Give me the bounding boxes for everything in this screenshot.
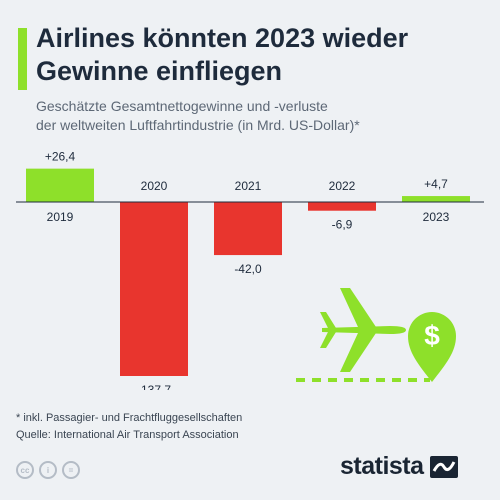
page-subtitle: Geschätzte Gesamtnettogewinne und -verlu… bbox=[36, 97, 486, 135]
value-label-2023: +4,7 bbox=[424, 177, 448, 191]
cc-attribution-icon[interactable]: i bbox=[39, 461, 57, 479]
value-label-2020: -137,7 bbox=[137, 383, 171, 390]
category-label-2020: 2020 bbox=[141, 179, 168, 193]
bar-2023 bbox=[402, 196, 470, 202]
bar-chart: +26,4 2019 2020 -137,7 2021 -42,0 2022 -6,9 +4,7… bbox=[16, 150, 484, 390]
value-label-2019: +26,4 bbox=[45, 150, 76, 164]
brand-name: statista bbox=[340, 452, 424, 480]
bar-2020 bbox=[120, 202, 188, 376]
bar-2019 bbox=[26, 168, 94, 202]
statista-brand[interactable]: statista bbox=[340, 452, 458, 481]
labels-layer: +26,4 2019 2020 -137,7 2021 -42,0 2022 -6,9 +4,7… bbox=[45, 150, 450, 390]
subtitle-line-1: Geschätzte Gesamtnettogewinne und -verlu… bbox=[36, 98, 328, 114]
bar-2022 bbox=[308, 202, 376, 211]
cc-noderivs-icon[interactable]: = bbox=[62, 461, 80, 479]
title-line-2: Gewinne einfliegen bbox=[36, 56, 283, 86]
title-line-1: Airlines könnten 2023 wieder bbox=[36, 23, 409, 53]
page-title: Airlines könnten 2023 wieder Gewinne ein… bbox=[36, 22, 486, 88]
footnote: * inkl. Passagier- und Frachtfluggesells… bbox=[16, 410, 476, 444]
svg-text:$: $ bbox=[424, 320, 440, 351]
value-label-2022: -6,9 bbox=[332, 218, 353, 232]
footnote-source: Quelle: International Air Transport Asso… bbox=[16, 429, 239, 441]
category-label-2022: 2022 bbox=[329, 179, 356, 193]
title-accent-bar bbox=[18, 28, 27, 90]
bars-layer bbox=[26, 168, 470, 376]
cc-license-icons: cc i = bbox=[16, 461, 80, 479]
statista-logo-icon bbox=[429, 455, 458, 478]
category-label-2019: 2019 bbox=[47, 210, 74, 224]
bar-2021 bbox=[214, 202, 282, 256]
category-label-2023: 2023 bbox=[423, 210, 450, 224]
category-label-2021: 2021 bbox=[235, 179, 262, 193]
airplane-icon bbox=[320, 288, 406, 372]
cc-license-icon[interactable]: cc bbox=[16, 461, 34, 479]
dollar-pin-icon: $ bbox=[408, 312, 456, 382]
value-label-2021: -42,0 bbox=[234, 262, 262, 276]
footnote-note: * inkl. Passagier- und Frachtfluggesells… bbox=[16, 412, 243, 424]
subtitle-line-2: der weltweiten Luftfahrtindustrie (in Mr… bbox=[36, 117, 360, 133]
